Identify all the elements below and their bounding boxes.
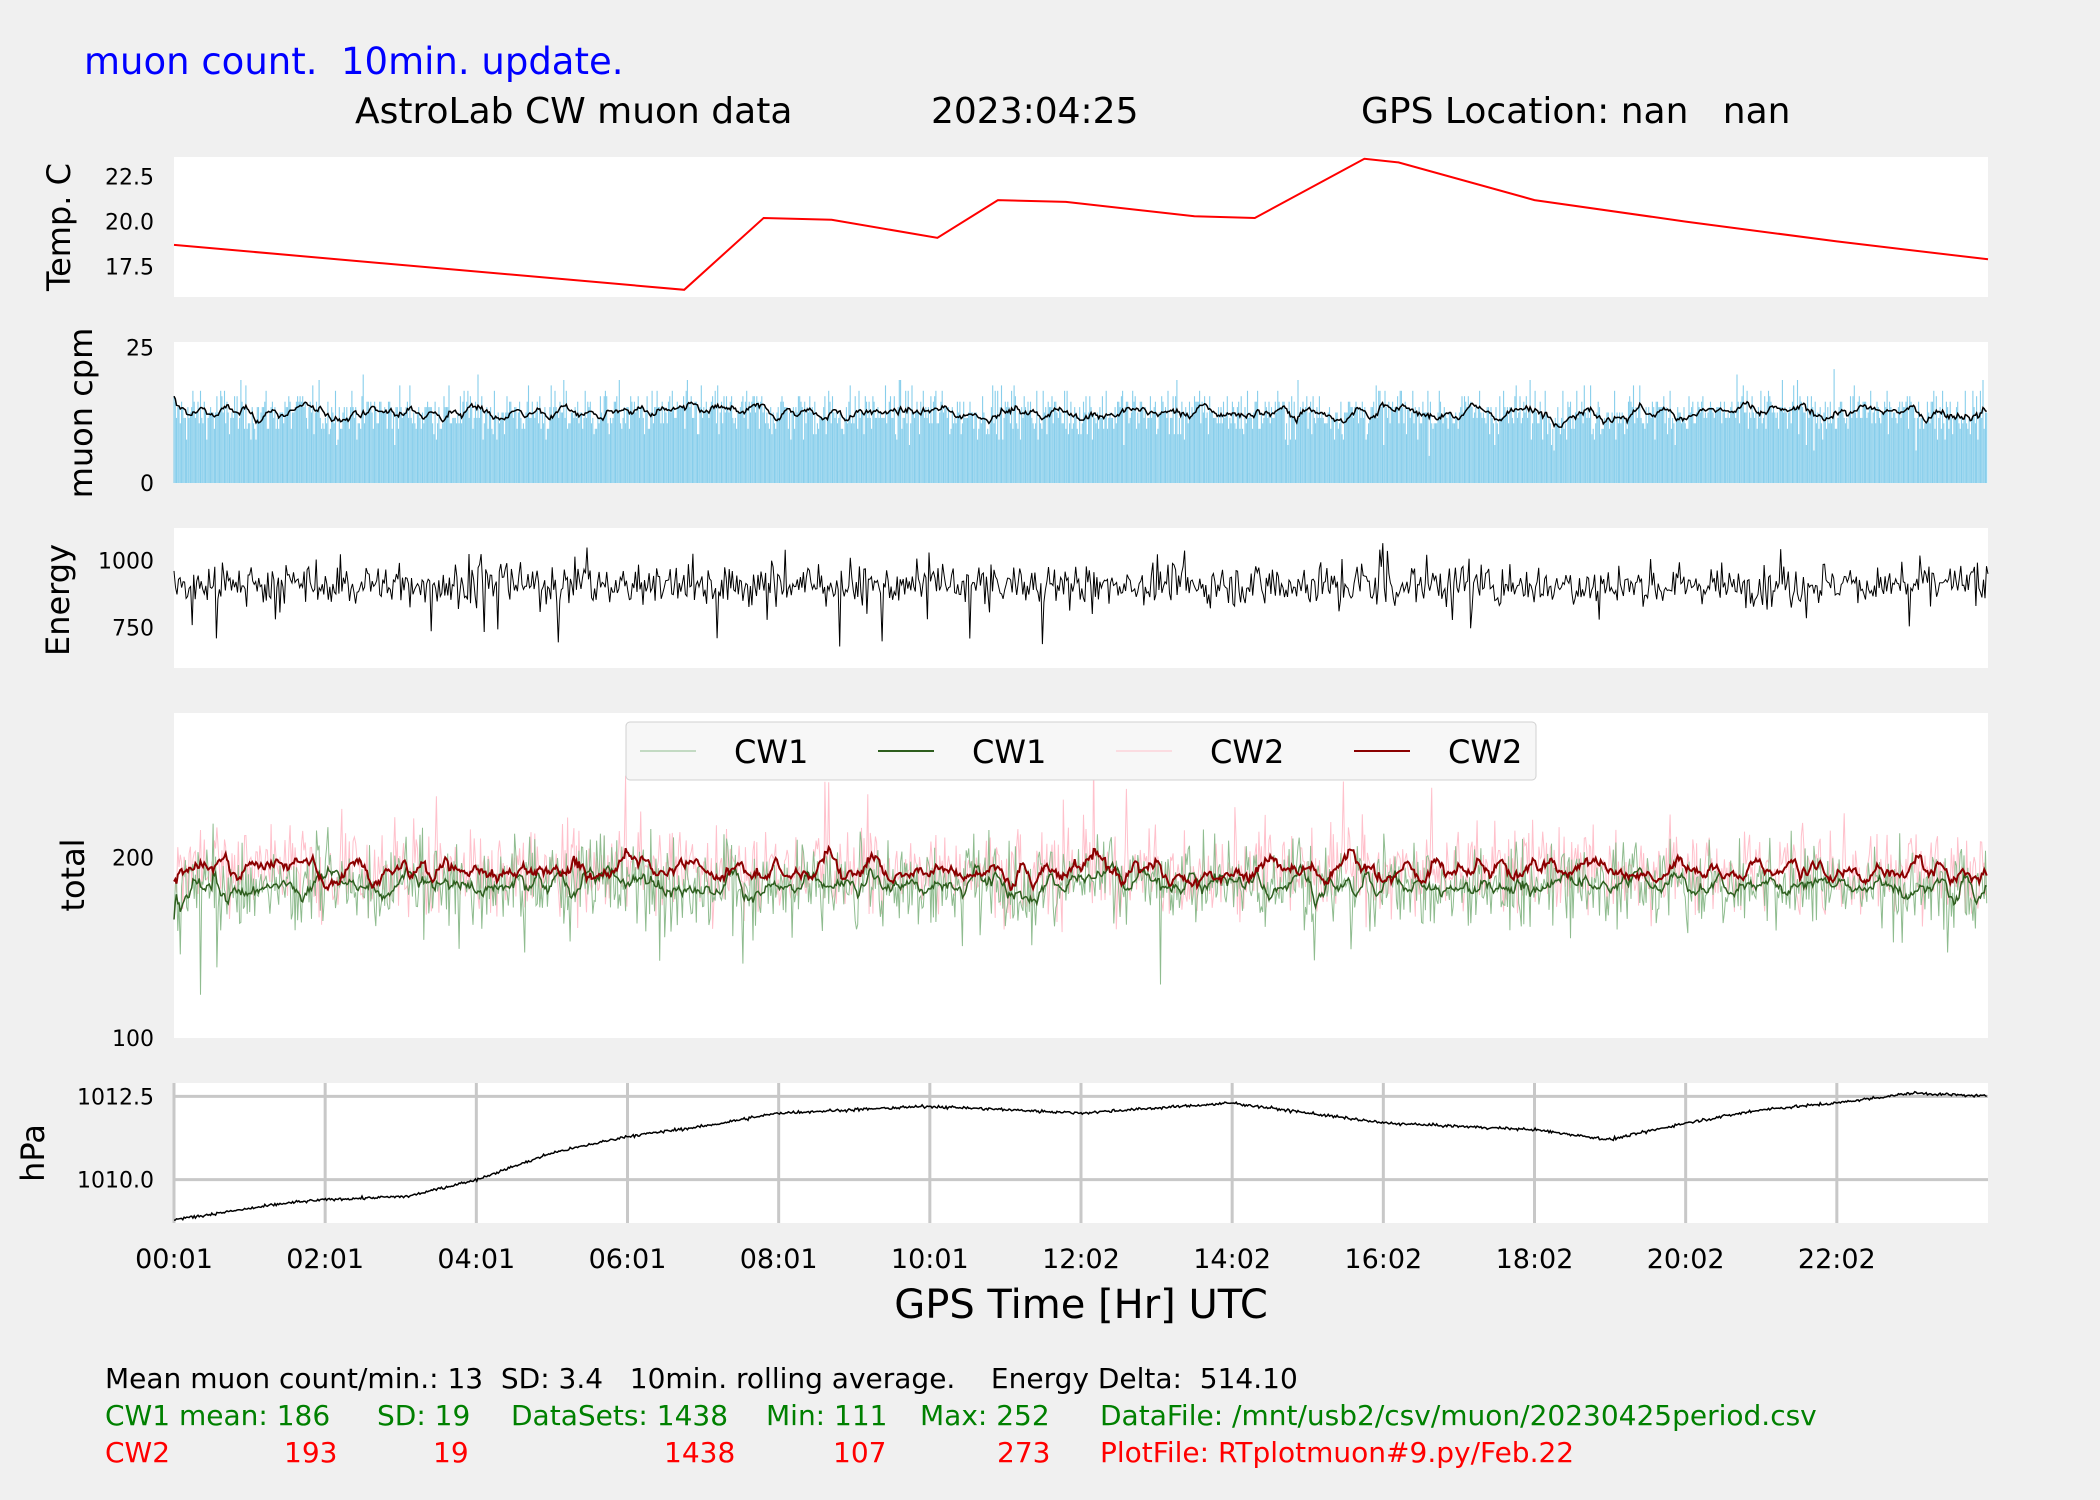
cw1-datasets: DataSets: 1438 — [511, 1399, 729, 1432]
panel-energy — [174, 528, 1988, 668]
cw2-avg-line — [173, 844, 1988, 892]
pressure-line — [173, 1090, 1987, 1221]
muon-cpm-ytick-0: 0 — [140, 472, 154, 497]
cw1-avg-line — [173, 860, 1987, 920]
pressure-ylabel: hPa — [14, 1124, 52, 1182]
chart-subtitle: muon count. 10min. update. — [84, 40, 624, 83]
muon-rolling-avg — [173, 395, 1987, 428]
cw1-min: Min: 111 — [766, 1399, 888, 1432]
cw2-sd: 19 — [433, 1436, 469, 1469]
cw2-min: 107 — [833, 1436, 887, 1469]
energy-ytick-1: 1000 — [98, 549, 154, 574]
muon-cpm-ytick-1: 25 — [126, 336, 154, 361]
xtick-10: 20:02 — [1647, 1244, 1725, 1275]
pressure-ytick-1: 1012.5 — [77, 1085, 154, 1110]
cw2-raw-line — [173, 759, 1988, 933]
gps-location: GPS Location: nan nan — [1361, 91, 1791, 132]
temperature-ytick-2: 22.5 — [105, 166, 154, 191]
cw2-max: 273 — [997, 1436, 1051, 1469]
xtick-5: 10:01 — [891, 1244, 969, 1275]
xtick-4: 08:01 — [740, 1244, 818, 1275]
xtick-1: 02:01 — [286, 1244, 364, 1275]
temperature-ylabel: Temp. C — [40, 163, 78, 292]
panel-temperature — [174, 157, 1988, 297]
total-ytick-1: 200 — [112, 846, 154, 871]
temp-line — [173, 157, 1989, 291]
temperature-ytick-1: 20.0 — [105, 211, 154, 236]
total-ylabel: total — [54, 838, 92, 911]
xtick-7: 14:02 — [1193, 1244, 1271, 1275]
xtick-8: 16:02 — [1344, 1244, 1422, 1275]
xtick-2: 04:01 — [437, 1244, 515, 1275]
pressure-ytick-0: 1010.0 — [77, 1169, 154, 1194]
total-ytick-0: 100 — [112, 1027, 154, 1052]
xtick-0: 00:01 — [135, 1244, 213, 1275]
legend-box — [625, 721, 1537, 781]
energy-ylabel: Energy — [39, 544, 77, 656]
muon-cpm-ylabel: muon cpm — [62, 328, 100, 499]
energy-ytick-0: 750 — [112, 617, 154, 642]
legend-label-2: CW2 — [1210, 733, 1284, 771]
cw2-datasets: 1438 — [664, 1436, 736, 1469]
plot-file: PlotFile: RTplotmuon#9.py/Feb.22 — [1100, 1436, 1575, 1469]
cw1-mean: CW1 mean: 186 — [105, 1399, 331, 1432]
legend-label-3: CW2 — [1448, 733, 1522, 771]
xtick-3: 06:01 — [589, 1244, 667, 1275]
muon-bars — [173, 369, 1988, 483]
chart-date: 2023:04:25 — [931, 91, 1139, 132]
cw2-mean: 193 — [284, 1436, 338, 1469]
data-file: DataFile: /mnt/usb2/csv/muon/20230425per… — [1100, 1399, 1817, 1432]
cw2-label: CW2 — [105, 1436, 171, 1469]
energy-line — [173, 543, 1989, 647]
muon-stats-line: Mean muon count/min.: 13 SD: 3.4 10min. … — [105, 1362, 1298, 1395]
chart-title: AstroLab CW muon data — [355, 91, 793, 132]
temperature-ytick-0: 17.5 — [105, 255, 154, 280]
xtick-9: 18:02 — [1496, 1244, 1574, 1275]
xtick-6: 12:02 — [1042, 1244, 1120, 1275]
cw1-max: Max: 252 — [920, 1399, 1050, 1432]
legend-label-1: CW1 — [972, 733, 1046, 771]
legend-label-0: CW1 — [734, 733, 808, 771]
cw1-sd: SD: 19 — [377, 1399, 471, 1432]
xtick-11: 22:02 — [1798, 1244, 1876, 1275]
x-axis-label: GPS Time [Hr] UTC — [894, 1282, 1268, 1328]
